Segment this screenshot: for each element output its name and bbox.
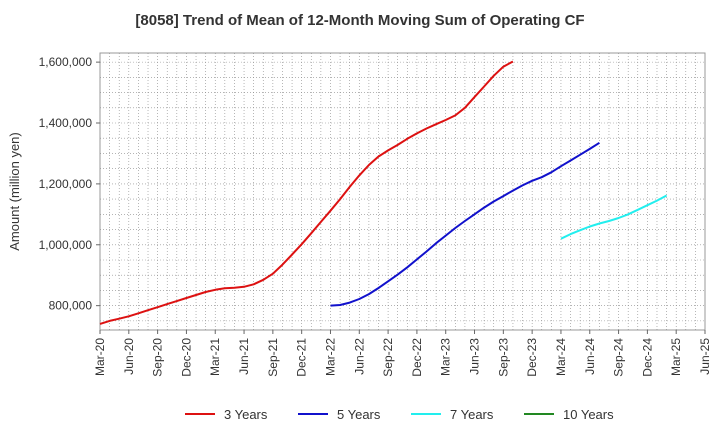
legend-item: 10 Years: [524, 407, 614, 422]
y-axis: 800,000 1,000,000 1,200,000 1,400,000 1,600,…: [39, 55, 100, 313]
y-tick-label: 1,200,000: [39, 177, 93, 191]
x-tick-label: Sep-21: [266, 338, 280, 377]
x-tick-label: Dec-22: [410, 338, 424, 377]
x-tick-label: Dec-23: [525, 338, 539, 377]
y-tick-label: 1,000,000: [39, 238, 93, 252]
legend-label: 10 Years: [563, 407, 614, 422]
x-tick-label: Jun-21: [237, 338, 251, 375]
y-tick-label: 1,600,000: [39, 55, 93, 69]
x-tick-label: Dec-24: [640, 338, 654, 377]
legend-label: 3 Years: [224, 407, 268, 422]
x-tick-label: Dec-21: [295, 338, 309, 377]
chart-title: [8058] Trend of Mean of 12-Month Moving …: [135, 12, 585, 29]
x-tick-label: Sep-20: [151, 338, 165, 377]
x-tick-label: Jun-20: [122, 338, 136, 375]
series-group: [99, 60, 668, 325]
x-tick-label: Sep-24: [612, 338, 626, 377]
x-tick-label: Jun-24: [583, 338, 597, 375]
x-tick-label: Jun-22: [352, 338, 366, 375]
x-tick-label: Mar-25: [669, 338, 683, 376]
y-tick-label: 1,400,000: [39, 116, 93, 130]
series-line-3-years: [99, 60, 514, 325]
legend-item: 7 Years: [411, 407, 494, 422]
series-line-7-years: [560, 194, 668, 240]
x-tick-label: Jun-23: [468, 338, 482, 375]
x-tick-label: Mar-24: [554, 338, 568, 376]
legend-label: 7 Years: [450, 407, 494, 422]
plot-area: [99, 52, 706, 331]
x-tick-label: Mar-22: [323, 338, 337, 376]
x-tick-label: Sep-22: [381, 338, 395, 377]
x-axis: Mar-20 Jun-20 Sep-20 Dec-20 Mar-21 Jun-21 Sep-…: [93, 330, 712, 377]
y-tick-label: 800,000: [49, 299, 93, 313]
y-axis-title: Amount (million yen): [7, 132, 22, 251]
grid: [100, 53, 705, 330]
x-tick-label: Sep-23: [496, 338, 510, 377]
legend-item: 5 Years: [298, 407, 381, 422]
x-tick-label: Mar-20: [93, 338, 107, 376]
series-line-5-years: [330, 141, 600, 307]
x-tick-label: Mar-23: [439, 338, 453, 376]
x-tick-label: Dec-20: [179, 338, 193, 377]
legend-label: 5 Years: [337, 407, 381, 422]
x-tick-label: Mar-21: [208, 338, 222, 376]
legend: 3 Years 5 Years 7 Years 10 Years: [185, 407, 614, 422]
legend-item: 3 Years: [185, 407, 268, 422]
x-tick-label: Jun-25: [698, 338, 712, 375]
